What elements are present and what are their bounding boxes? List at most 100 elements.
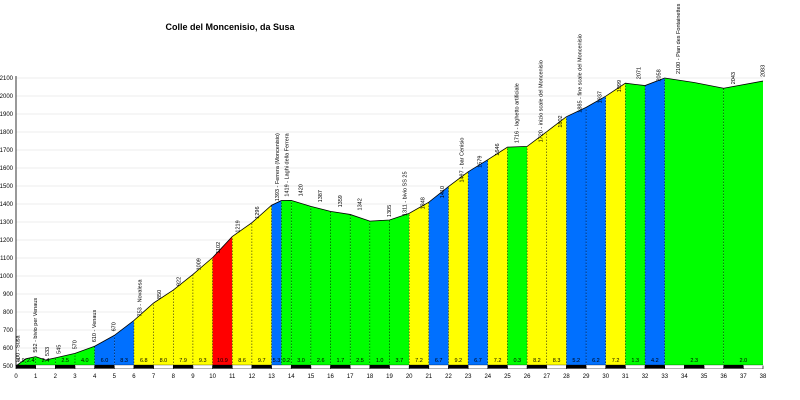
km-strip — [546, 364, 567, 369]
point-annotation: 610 - Venaus — [92, 310, 98, 343]
gradient-label: 8.3 — [120, 358, 128, 364]
point-annotation: 753 - Novalesa — [137, 279, 143, 317]
y-tick-label: 1800 — [0, 130, 14, 136]
x-tick-label: 36 — [720, 374, 727, 380]
km-strip — [330, 364, 351, 369]
x-tick-labels: 0 1 2 3 4 5 6 7 8 9 10 11 12 13 14 15 16 17 18 19 20 21 22 23 24… — [14, 374, 767, 380]
gradient-label: 6.8 — [140, 358, 148, 364]
x-tick-label: 7 — [152, 374, 156, 380]
point-annotation: 1311 - bivio SS 25 — [403, 171, 409, 216]
point-annotation: 1419 - Laghi della Ferrera — [285, 132, 291, 196]
x-tick-label: 28 — [563, 374, 570, 380]
point-annotation: 533 — [45, 347, 51, 356]
gradient-label: 4.2 — [651, 358, 659, 364]
gradient-label: 0.2 — [282, 358, 290, 364]
y-tick-label: 500 — [3, 364, 14, 370]
gradient-segment-green — [25, 356, 36, 366]
x-tick-label: 29 — [583, 374, 590, 380]
km-strip — [192, 364, 213, 369]
gradient-segment-green — [507, 146, 528, 366]
point-annotation: 850 — [157, 290, 163, 299]
km-strip — [409, 364, 429, 369]
chart-title: Colle del Moncenisio, da Susa — [165, 22, 295, 32]
x-tick-label: 13 — [268, 374, 275, 380]
gradient-segment-yellow — [133, 303, 154, 366]
gradient-segment-blue — [468, 159, 488, 366]
gradient-label: 3.0 — [297, 358, 305, 364]
y-tick-label: 1900 — [0, 112, 14, 118]
gradient-label: 1.7 — [337, 358, 345, 364]
x-tick-label: 34 — [681, 374, 688, 380]
point-annotation: 1342 — [357, 198, 363, 210]
y-tick-label: 1700 — [0, 148, 14, 154]
x-tick-label: 35 — [701, 374, 708, 380]
x-tick-label: 8 — [172, 374, 176, 380]
point-annotation: 1497 - bar Cenisio — [460, 138, 466, 183]
gradient-segment-yellow — [409, 202, 429, 366]
gradient-segment-green — [350, 214, 370, 366]
gradient-segment-yellow — [173, 274, 193, 366]
gradient-segment-yellow — [153, 290, 174, 366]
km-strip — [448, 364, 469, 369]
x-tick-label: 21 — [425, 374, 432, 380]
km-strip — [94, 364, 115, 369]
x-tick-label: 14 — [288, 374, 295, 380]
point-annotation: 1102 — [216, 242, 222, 254]
x-tick-label: 11 — [229, 374, 236, 380]
gradient-segment-blue — [271, 200, 282, 366]
km-strip — [114, 364, 135, 369]
x-tick-label: 24 — [484, 374, 491, 380]
point-annotation: 2071 — [637, 67, 643, 79]
gradient-label: 7.9 — [179, 358, 187, 364]
gradient-label: 9.2 — [454, 358, 462, 364]
point-annotations: 500 - Susa 552 - bivio per Venaus 533 545 57… — [15, 3, 766, 362]
gradient-segment-yellow — [605, 83, 626, 366]
point-annotation: 570 — [72, 340, 78, 349]
x-tick-label: 17 — [347, 374, 354, 380]
y-tick-label: 1300 — [0, 220, 14, 226]
gradient-label: 1.3 — [631, 358, 639, 364]
gradient-segment-green — [55, 353, 75, 366]
km-strip — [212, 364, 233, 369]
gradient-segment-blue — [645, 78, 665, 366]
gradient-segment-green — [664, 78, 724, 366]
km-strip — [585, 364, 606, 369]
km-strip — [271, 364, 292, 369]
x-tick-label: 31 — [622, 374, 629, 380]
km-strip — [605, 364, 626, 369]
gradient-label: 6.0 — [101, 358, 109, 364]
y-tick-labels: 500 600 700 800 900 1000 1100 1200 1300 1400 1500 1… — [0, 76, 14, 370]
point-annotation: 1720 - inizio scale del Moncenisio — [538, 60, 544, 142]
point-annotation: 1387 — [318, 190, 324, 202]
gradient-segment-blue — [94, 335, 115, 366]
point-annotation: 2083 — [760, 65, 766, 77]
point-annotation: 552 - bivio per Venaus — [33, 298, 39, 353]
km-strip — [291, 364, 312, 369]
km-dividers — [25, 78, 724, 366]
point-annotation: 1393 - Ferrera (Moncenisio) — [275, 133, 281, 201]
km-strip — [684, 364, 705, 369]
x-tick-label: 2 — [54, 374, 58, 380]
km-strip — [350, 364, 370, 369]
y-tick-label: 700 — [3, 328, 14, 334]
point-annotation: 2043 — [731, 72, 737, 84]
point-annotation: 500 - Susa — [15, 334, 21, 362]
gradient-label: 5.2 — [572, 358, 580, 364]
gradient-segment-blue — [428, 186, 449, 366]
km-strip — [74, 364, 95, 369]
gradient-segment-green — [310, 206, 331, 366]
point-annotation: 922 — [177, 277, 183, 286]
x-tick-label: 27 — [543, 374, 550, 380]
x-tick-label: 10 — [209, 374, 216, 380]
x-tick-label: 37 — [740, 374, 747, 380]
km-strip — [664, 364, 685, 369]
point-annotation: 1009 — [196, 258, 202, 270]
gradient-segment-green — [625, 83, 646, 366]
km-strip — [251, 364, 272, 369]
km-strip — [232, 364, 253, 369]
gradient-label: 1.0 — [376, 358, 384, 364]
x-tick-label: 9 — [191, 374, 195, 380]
gradient-label: 8.6 — [238, 358, 246, 364]
y-tick-label: 1100 — [0, 256, 14, 262]
km-strip — [703, 364, 724, 369]
